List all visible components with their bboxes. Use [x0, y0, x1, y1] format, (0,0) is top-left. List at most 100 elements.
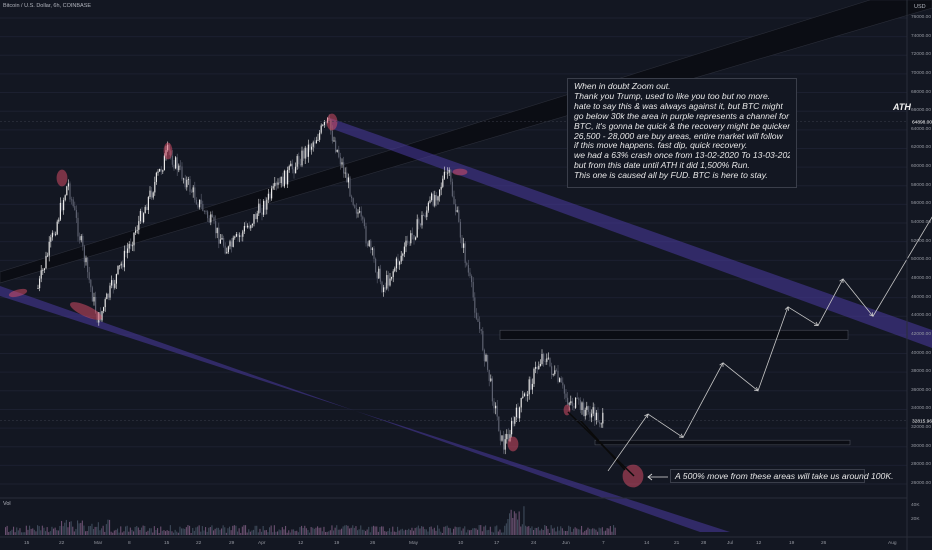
candle-body — [499, 431, 501, 441]
candle-body — [247, 225, 249, 228]
y-tick-label: 48000.00 — [911, 275, 932, 281]
candle-body — [205, 211, 207, 212]
volume-bar — [264, 530, 266, 535]
volume-bar — [222, 525, 224, 535]
volume-bar — [408, 528, 410, 535]
currency-label[interactable]: USD — [914, 4, 926, 10]
annotation-line: Thank you Trump, used to like you too bu… — [574, 91, 771, 101]
volume-bar — [505, 523, 507, 535]
candle-body — [554, 370, 556, 374]
volume-bar — [197, 526, 199, 535]
annotation-bottom[interactable]: A 500% move from these areas will take u… — [670, 469, 893, 483]
volume-bar — [161, 530, 163, 535]
candle-body — [72, 199, 74, 207]
candle-body — [395, 258, 397, 269]
annotation-main[interactable]: When in doubt Zoom out. Thank you Trump, … — [567, 78, 797, 188]
symbol-label[interactable]: Bitcoin / U.S. Dollar, 6h, COINBASE — [3, 3, 92, 9]
volume-bar — [417, 525, 419, 535]
volume-bar — [38, 526, 40, 535]
volume-bar — [355, 526, 357, 535]
volume-bar — [233, 525, 235, 535]
y-tick-label: 70000.00 — [911, 70, 932, 76]
highlight-marker — [507, 436, 519, 452]
x-tick-label: Aug — [888, 541, 897, 546]
volume-bar — [581, 525, 583, 535]
volume-bar — [277, 531, 279, 535]
volume-bar — [385, 531, 387, 535]
candle-body — [95, 296, 97, 313]
volume-bar — [326, 531, 328, 535]
y-tick-label: 72000.00 — [911, 52, 932, 58]
volume-bar — [453, 528, 455, 535]
x-tick-label: Jun — [562, 541, 570, 546]
volume-bar — [113, 530, 115, 535]
candle-body — [360, 211, 362, 217]
volume-bar — [489, 526, 491, 535]
candle-body — [195, 199, 197, 205]
volume-bar — [579, 529, 581, 535]
candle-body — [507, 434, 509, 441]
candle-body — [240, 235, 242, 237]
volume-bar — [403, 530, 405, 535]
candle-body — [592, 407, 594, 414]
volume-bar — [421, 526, 423, 535]
volume-bar — [200, 531, 202, 535]
candle-body — [91, 287, 93, 302]
volume-bar — [477, 529, 479, 535]
y-tick-label: 44000.00 — [911, 313, 932, 319]
candle-body — [387, 275, 389, 286]
y-tick-label: 62000.00 — [911, 145, 932, 151]
x-tick-label: Mar — [94, 541, 103, 546]
candle-body — [191, 191, 193, 193]
candle-body — [232, 237, 234, 247]
candle-body — [235, 233, 237, 237]
volume-bar — [166, 530, 168, 535]
candle-body — [139, 210, 141, 222]
candle-body — [536, 366, 538, 370]
candle-body — [448, 169, 450, 173]
candle-body — [293, 169, 295, 174]
candle-body — [264, 200, 266, 210]
volume-bar — [369, 532, 371, 535]
volume-bar — [195, 527, 197, 535]
volume-bar — [273, 525, 275, 535]
candle-body — [322, 124, 324, 126]
volume-bar — [309, 532, 311, 535]
volume-bar — [48, 532, 50, 535]
candle-body — [483, 350, 485, 362]
volume-bar — [585, 529, 587, 535]
annotation-line: we had a 63% crash once from 13-02-2020 … — [574, 151, 790, 161]
volume-bar — [107, 519, 109, 535]
candle-body — [143, 213, 145, 223]
candle-body — [267, 193, 269, 200]
volume-bar — [96, 526, 98, 535]
volume-bar — [608, 528, 610, 535]
volume-bar — [534, 527, 536, 535]
candle-body — [391, 276, 393, 279]
volume-bar — [29, 525, 31, 535]
x-tick-label: 19 — [789, 541, 795, 546]
volume-bar — [33, 529, 35, 535]
y-tick-label: 42000.00 — [911, 331, 932, 337]
y-tick-label: 50000.00 — [911, 257, 932, 263]
candle-body — [258, 203, 260, 214]
annotation-line: When in doubt Zoom out. — [574, 82, 671, 91]
candle-body — [543, 353, 545, 362]
candle-body — [251, 223, 253, 226]
volume-bar — [158, 532, 160, 535]
volume-bar — [425, 529, 427, 535]
volume-bar — [401, 528, 403, 535]
volume-bar — [5, 527, 7, 535]
volume-bar — [416, 527, 418, 535]
highlight-marker — [8, 288, 28, 298]
volume-bar — [387, 530, 389, 535]
candle-body — [351, 196, 353, 199]
volume-bar — [493, 532, 495, 535]
candle-body — [183, 178, 185, 180]
x-tick-label: 24 — [531, 541, 537, 546]
candle-body — [397, 258, 399, 265]
candle-body — [472, 282, 474, 298]
candle-body — [583, 402, 585, 417]
volume-bar — [601, 527, 603, 535]
